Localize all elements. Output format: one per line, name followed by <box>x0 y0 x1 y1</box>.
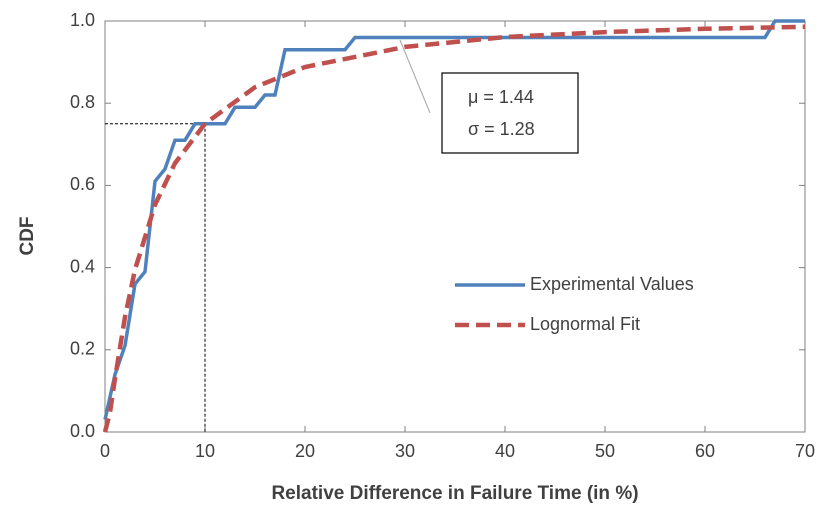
reference-line <box>105 123 206 432</box>
series-line <box>102 24 806 433</box>
annotation-box <box>441 72 579 154</box>
x-tick-label: 70 <box>795 441 815 461</box>
x-tick-label: 0 <box>100 441 110 461</box>
y-axis-label: CDF <box>17 216 38 255</box>
legend-label: Experimental Values <box>530 274 694 294</box>
x-axis-label: Relative Difference in Failure Time (in … <box>271 483 638 504</box>
annotation-leader <box>399 39 431 114</box>
y-tick-label: 0.4 <box>70 256 95 276</box>
series-line <box>103 19 805 421</box>
x-tick-label: 40 <box>495 441 515 461</box>
legend-label: Lognormal Fit <box>530 314 640 334</box>
annotation-text: σ = 1.28 <box>468 119 535 139</box>
x-tick-label: 50 <box>595 441 615 461</box>
y-tick-label: 0.2 <box>70 339 95 359</box>
annotation-text: μ = 1.44 <box>468 87 534 107</box>
x-tick-label: 30 <box>395 441 415 461</box>
y-tick-label: 0.6 <box>70 174 95 194</box>
plot-frame <box>104 20 806 433</box>
x-tick-label: 10 <box>195 441 215 461</box>
x-tick-label: 20 <box>295 441 315 461</box>
y-tick-label: 0.8 <box>70 92 95 112</box>
y-tick-label: 1.0 <box>70 10 95 30</box>
y-tick-label: 0.0 <box>70 421 95 441</box>
x-tick-label: 60 <box>695 441 715 461</box>
